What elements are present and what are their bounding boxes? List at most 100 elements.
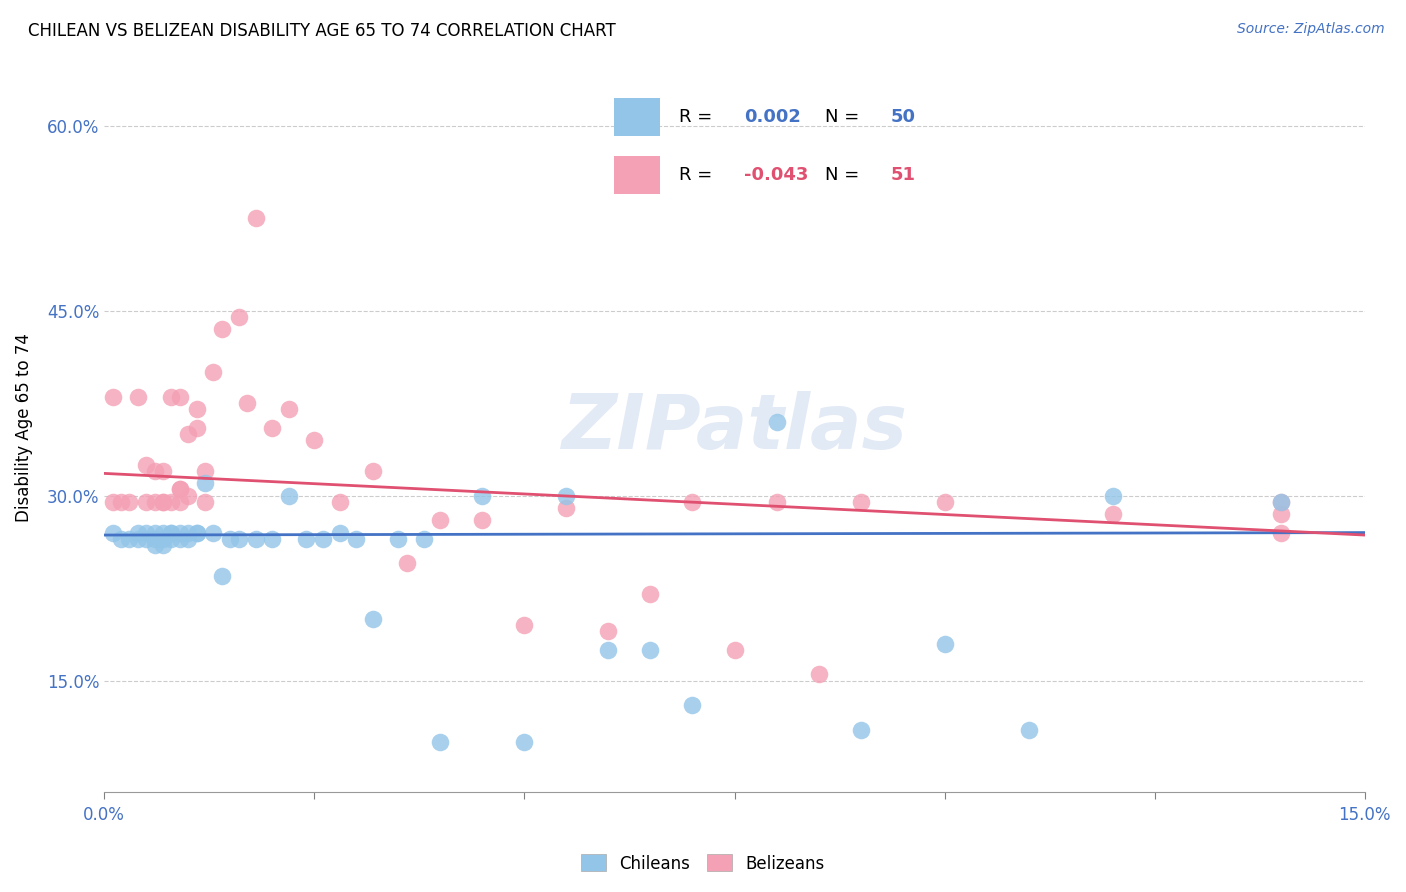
Text: 15.0%: 15.0% bbox=[1339, 806, 1391, 824]
Point bbox=[118, 495, 141, 509]
Point bbox=[429, 735, 451, 749]
Point bbox=[160, 525, 183, 540]
Point bbox=[312, 532, 335, 546]
Point bbox=[640, 587, 662, 601]
Point bbox=[765, 495, 787, 509]
Point bbox=[169, 390, 191, 404]
Point bbox=[1101, 507, 1123, 521]
Point bbox=[160, 525, 183, 540]
Point bbox=[245, 211, 267, 226]
Point bbox=[177, 426, 200, 441]
Point bbox=[169, 495, 191, 509]
Point bbox=[1270, 525, 1292, 540]
Point bbox=[143, 532, 166, 546]
Point bbox=[807, 667, 830, 681]
Point bbox=[211, 322, 233, 336]
Point bbox=[262, 532, 284, 546]
Point bbox=[513, 618, 536, 632]
Point bbox=[682, 698, 704, 713]
Point bbox=[143, 525, 166, 540]
Point bbox=[344, 532, 367, 546]
Point bbox=[177, 489, 200, 503]
Point bbox=[682, 495, 704, 509]
Point bbox=[202, 365, 225, 379]
Point bbox=[152, 464, 174, 478]
Point bbox=[412, 532, 434, 546]
Text: CHILEAN VS BELIZEAN DISABILITY AGE 65 TO 74 CORRELATION CHART: CHILEAN VS BELIZEAN DISABILITY AGE 65 TO… bbox=[28, 22, 616, 40]
Point bbox=[127, 390, 149, 404]
Point bbox=[194, 464, 217, 478]
Point bbox=[101, 495, 124, 509]
Point bbox=[1018, 723, 1040, 737]
Point bbox=[304, 433, 326, 447]
Point bbox=[177, 532, 200, 546]
Point bbox=[194, 495, 217, 509]
Point bbox=[598, 642, 620, 657]
Point bbox=[152, 495, 174, 509]
Point bbox=[118, 532, 141, 546]
Point bbox=[169, 483, 191, 497]
Legend: Chileans, Belizeans: Chileans, Belizeans bbox=[575, 847, 831, 880]
Text: 0.0%: 0.0% bbox=[83, 806, 125, 824]
Text: ZIPatlas: ZIPatlas bbox=[561, 391, 907, 465]
Point bbox=[278, 402, 301, 417]
Point bbox=[513, 735, 536, 749]
Point bbox=[169, 525, 191, 540]
Point bbox=[228, 310, 250, 324]
Point bbox=[169, 483, 191, 497]
Point bbox=[245, 532, 267, 546]
Point bbox=[135, 525, 157, 540]
Point bbox=[361, 464, 384, 478]
Point bbox=[1101, 489, 1123, 503]
Point bbox=[640, 642, 662, 657]
Point bbox=[236, 396, 259, 410]
Point bbox=[160, 495, 183, 509]
Point bbox=[849, 723, 872, 737]
Point bbox=[110, 532, 132, 546]
Point bbox=[143, 538, 166, 552]
Point bbox=[471, 489, 494, 503]
Point bbox=[135, 458, 157, 472]
Point bbox=[429, 513, 451, 527]
Point bbox=[1270, 495, 1292, 509]
Point bbox=[598, 624, 620, 639]
Point bbox=[152, 495, 174, 509]
Point bbox=[177, 525, 200, 540]
Point bbox=[934, 636, 956, 650]
Point bbox=[849, 495, 872, 509]
Point bbox=[160, 390, 183, 404]
Point bbox=[101, 525, 124, 540]
Point bbox=[152, 532, 174, 546]
Point bbox=[228, 532, 250, 546]
Point bbox=[127, 525, 149, 540]
Point bbox=[555, 500, 578, 515]
Point bbox=[1270, 507, 1292, 521]
Point bbox=[1270, 495, 1292, 509]
Point bbox=[765, 415, 787, 429]
Point bbox=[395, 557, 418, 571]
Point bbox=[328, 525, 350, 540]
Point bbox=[262, 421, 284, 435]
Point bbox=[135, 532, 157, 546]
Point bbox=[160, 532, 183, 546]
Point bbox=[186, 402, 208, 417]
Point bbox=[295, 532, 318, 546]
Point bbox=[169, 532, 191, 546]
Point bbox=[143, 495, 166, 509]
Point bbox=[143, 464, 166, 478]
Point bbox=[152, 538, 174, 552]
Point bbox=[278, 489, 301, 503]
Point bbox=[211, 568, 233, 582]
Point bbox=[186, 525, 208, 540]
Point bbox=[152, 525, 174, 540]
Point bbox=[135, 495, 157, 509]
Point bbox=[110, 495, 132, 509]
Point bbox=[723, 642, 745, 657]
Point bbox=[101, 390, 124, 404]
Point bbox=[471, 513, 494, 527]
Point bbox=[328, 495, 350, 509]
Y-axis label: Disability Age 65 to 74: Disability Age 65 to 74 bbox=[15, 334, 32, 522]
Text: Source: ZipAtlas.com: Source: ZipAtlas.com bbox=[1237, 22, 1385, 37]
Point bbox=[127, 532, 149, 546]
Point bbox=[186, 525, 208, 540]
